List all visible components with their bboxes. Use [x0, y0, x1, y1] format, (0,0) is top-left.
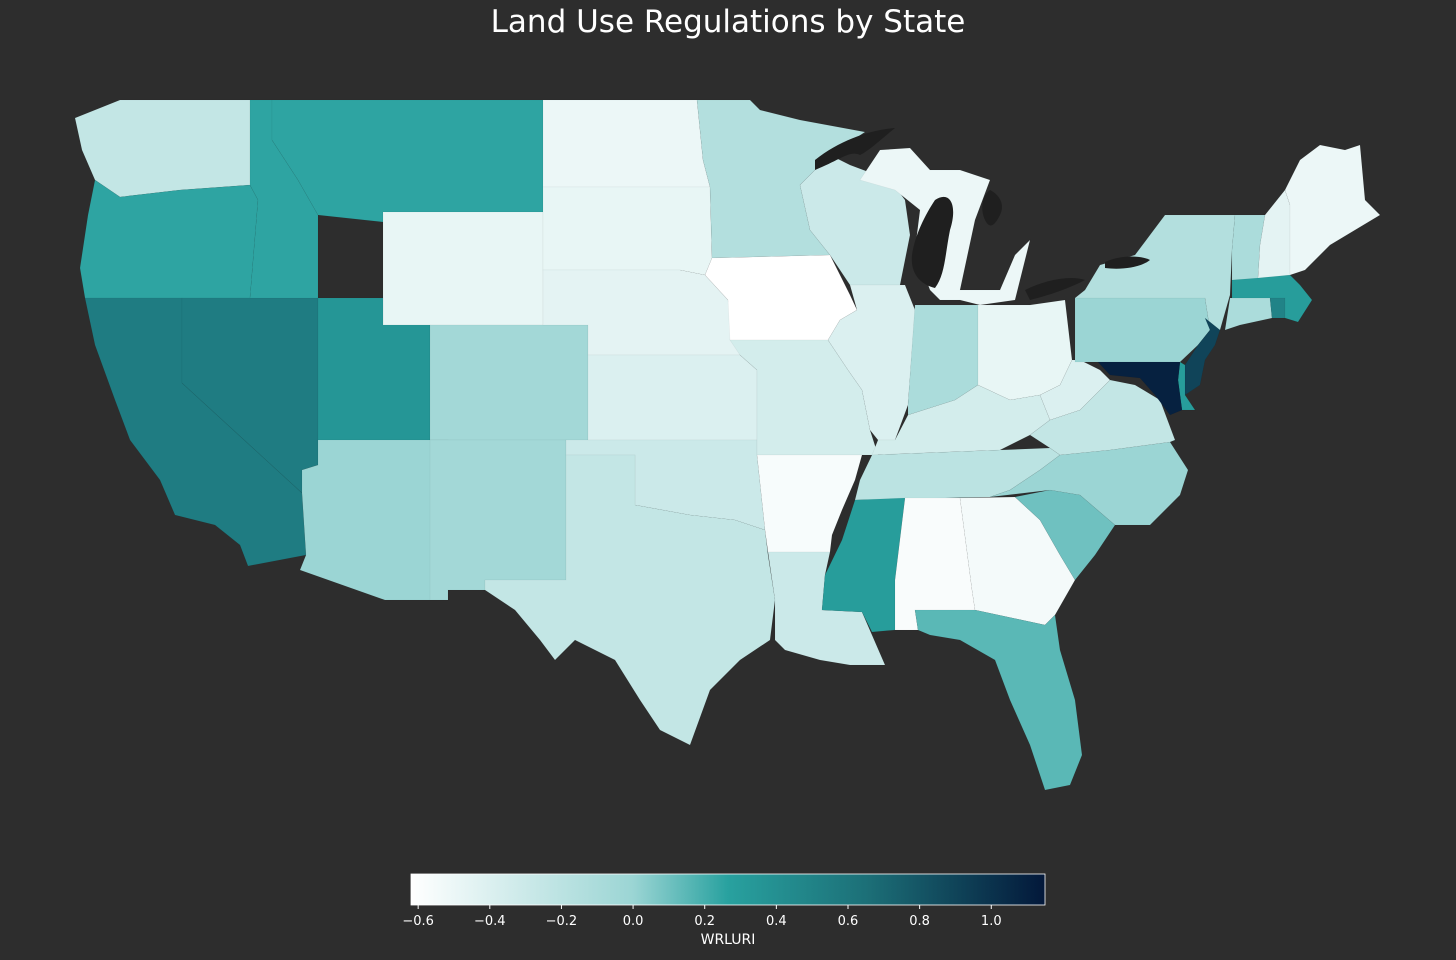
- colorbar-tick-label: −0.4: [474, 914, 506, 929]
- state-oregon[interactable]: [79, 179, 259, 299]
- lake-michigan: [911, 196, 954, 288]
- colorbar-tick-label: −0.6: [402, 914, 434, 929]
- lake-superior: [815, 128, 895, 170]
- state-rhode-island[interactable]: [1269, 297, 1286, 319]
- colorbar-ticks: −0.6 −0.4 −0.2 0.0 0.2 0.4 0.6 0.8 1.0: [402, 905, 1002, 929]
- state-california[interactable]: [84, 297, 307, 567]
- colorbar: −0.6 −0.4 −0.2 0.0 0.2 0.4 0.6 0.8 1.0: [402, 873, 1046, 929]
- state-maine[interactable]: [1284, 144, 1381, 276]
- colorbar-tick-label: 0.6: [838, 914, 859, 929]
- state-connecticut[interactable]: [1224, 297, 1273, 331]
- states-layer: [74, 99, 1381, 791]
- map-title: Land Use Regulations by State: [490, 4, 966, 40]
- state-washington[interactable]: [74, 99, 251, 198]
- colorbar-tick-label: 0.2: [694, 914, 715, 929]
- colorbar-tick-label: 0.8: [909, 914, 930, 929]
- state-maryland[interactable]: [1097, 361, 1183, 416]
- lake-erie: [1025, 278, 1085, 300]
- state-west-virginia[interactable]: [1039, 359, 1111, 421]
- state-texas[interactable]: [484, 454, 776, 746]
- state-wyoming[interactable]: [382, 211, 544, 326]
- lake-ontario: [1105, 256, 1150, 269]
- state-wisconsin[interactable]: [799, 154, 911, 286]
- state-florida[interactable]: [914, 609, 1083, 791]
- state-south-dakota[interactable]: [542, 186, 713, 276]
- colorbar-tick-label: −0.2: [546, 914, 578, 929]
- state-new-hampshire[interactable]: [1257, 189, 1291, 279]
- colorbar-label: WRLURI: [700, 932, 756, 948]
- state-pennsylvania[interactable]: [1074, 297, 1211, 363]
- state-colorado[interactable]: [429, 324, 589, 441]
- state-massachusetts[interactable]: [1231, 274, 1313, 323]
- state-kansas[interactable]: [587, 354, 758, 441]
- state-louisiana[interactable]: [767, 551, 886, 666]
- state-montana[interactable]: [271, 99, 544, 223]
- colorbar-bar: [410, 873, 1046, 906]
- colorbar-tick-label: 0.4: [766, 914, 787, 929]
- colorbar-tick-label: 1.0: [981, 914, 1002, 929]
- state-arizona[interactable]: [299, 439, 449, 601]
- state-arkansas[interactable]: [756, 454, 863, 553]
- colorbar-tick-label: 0.0: [623, 914, 644, 929]
- state-ohio[interactable]: [977, 299, 1073, 401]
- state-new-mexico[interactable]: [429, 439, 567, 601]
- state-north-dakota[interactable]: [542, 99, 711, 188]
- state-new-jersey[interactable]: [1184, 317, 1221, 396]
- great-lakes: [815, 128, 1150, 300]
- lake-huron: [982, 190, 1002, 226]
